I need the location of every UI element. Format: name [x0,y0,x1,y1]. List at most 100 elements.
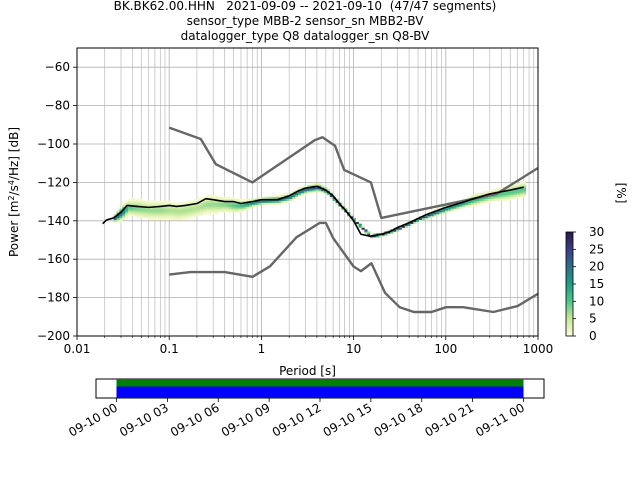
heatmap-cell [517,183,521,186]
heatmap-cell [200,208,204,211]
heatmap-cell [197,210,201,213]
heatmap-cell [116,216,120,219]
heatmap-cell [511,185,515,188]
heatmap-cell [191,208,195,211]
heatmap-cell [171,208,175,211]
heatmap-cell [191,204,195,207]
heatmap-cell [228,196,233,200]
heatmap-cell [188,208,192,211]
heatmap-cell [179,208,184,211]
heatmap-cell [485,200,489,203]
heatmap-cell [309,187,313,190]
heatmap-cell [522,185,527,188]
heatmap-cell [122,206,126,209]
heatmap-cell [191,212,195,215]
heatmap-cell [182,202,187,205]
heatmap-cell [217,204,221,207]
heatmap-cell [306,189,310,192]
heatmap-cell [168,216,172,219]
heatmap-cell [228,202,233,205]
heatmap-cell [220,198,224,201]
heatmap-cell [508,194,512,198]
heatmap-cell [139,216,143,219]
heatmap-cell [249,204,253,207]
heatmap-cell [136,212,140,215]
heatmap-cell [214,194,218,198]
heatmap-cell [208,204,212,207]
heatmap-cell [283,200,287,203]
heatmap-cell [300,192,305,196]
heatmap-cell [142,214,146,217]
heatmap-cell [263,202,267,205]
heatmap-cell [177,206,181,209]
heatmap-cell [373,235,377,238]
heatmap-cell [280,194,284,198]
heatmap-cell [208,194,212,198]
heatmap-cell [159,200,163,203]
heatmap-cell [280,200,284,203]
heatmap-cell [142,202,146,205]
heatmap-cell [401,225,405,228]
timeline-tick-label: 09-11 00 [473,400,527,439]
heatmap-cell [269,200,273,203]
heatmap-cell [194,204,198,207]
heatmap-cell [168,217,172,221]
heatmap-cell [211,210,215,213]
heatmap-cell [188,202,192,205]
heatmap-cell [197,206,201,209]
heatmap-cell [182,206,187,209]
heatmap-cell [491,191,495,194]
heatmap-cell [208,196,212,200]
heatmap-cell [456,204,460,207]
heatmap-cell [436,210,440,213]
heatmap-cell [156,206,161,209]
heatmap-cell [168,208,172,211]
heatmap-cell [519,183,524,186]
heatmap-cell [214,210,218,213]
heatmap-cell [263,200,267,203]
heatmap-cell [277,196,282,200]
heatmap [113,181,527,240]
heatmap-cell [168,214,172,217]
heatmap-cell [421,217,426,221]
heatmap-cell [476,202,480,205]
heatmap-cell [148,212,152,215]
heatmap-cell [381,231,385,234]
heatmap-cell [130,202,135,205]
heatmap-cell [269,202,273,205]
heatmap-cell [174,202,178,205]
heatmap-cell [231,204,236,207]
heatmap-cell [122,216,126,219]
heatmap-cell [286,196,290,200]
heatmap-cell [364,229,368,232]
heatmap-cell [171,206,175,209]
heatmap-cell [404,223,408,226]
heatmap-cell [505,192,509,196]
heatmap-cell [211,206,215,209]
heatmap-cell [496,189,501,192]
heatmap-cell [177,208,181,211]
heatmap-cell [508,191,512,194]
heatmap-cell [148,217,152,221]
heatmap-cell [119,219,123,223]
heatmap-cell [367,233,371,236]
heatmap-cell [159,208,163,211]
heatmap-cell [119,208,123,211]
heatmap-cell [145,200,149,203]
heatmap-cell [148,208,152,211]
heatmap-cell [470,202,475,205]
heatmap-cell [205,202,210,205]
heatmap-cell [182,208,187,211]
heatmap-cell [125,208,129,211]
x-tick-label: 10 [346,342,361,356]
heatmap-cell [424,217,429,221]
heatmap-cell [329,194,333,198]
heatmap-cell [122,217,126,221]
heatmap-cell [522,183,527,186]
heatmap-cell [243,204,247,207]
heatmap-cell [136,210,140,213]
heatmap-cell [456,208,460,211]
heatmap-cell [159,202,163,205]
heatmap-cell [203,210,207,213]
heatmap-cell [217,210,221,213]
